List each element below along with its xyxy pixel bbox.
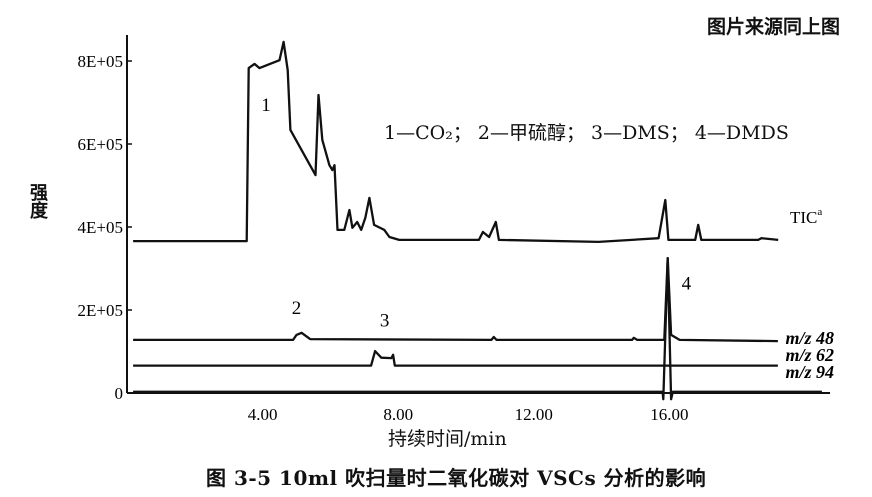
series-label-superscript: a: [817, 206, 822, 218]
x-tick-label: 4.00: [248, 405, 278, 424]
y-tick-label: 8E+05: [78, 52, 123, 71]
series-label-tic: TICa: [790, 206, 822, 227]
source-note: 图片来源同上图: [706, 16, 840, 38]
mz94-trace: [133, 256, 822, 401]
mz48-trace: [133, 256, 778, 343]
mz62-trace: [133, 349, 778, 367]
y-axis-label: 强度: [27, 183, 48, 219]
x-tick-label: 12.00: [515, 405, 553, 424]
figure-caption: 图 3-5 10ml 吹扫量时二氧化碳对 VSCs 分析的影响: [206, 466, 707, 490]
y-tick-label: 6E+05: [78, 135, 123, 154]
y-tick-label: 2E+05: [78, 301, 123, 320]
series-label-mz94: m/z 94: [785, 362, 834, 382]
peak-label-4: 4: [682, 273, 692, 294]
peak-label-2: 2: [292, 298, 302, 319]
y-tick-label: 0: [115, 384, 124, 403]
x-tick-label: 16.00: [650, 405, 688, 424]
peak-label-1: 1: [261, 95, 271, 116]
x-axis-label: 持续时间/min: [388, 428, 507, 450]
x-tick-label: 8.00: [383, 405, 413, 424]
peak-label-3: 3: [380, 311, 390, 332]
series-label-mz48: m/z 48: [785, 328, 834, 348]
series-label-mz62: m/z 62: [785, 345, 834, 365]
y-tick-label: 4E+05: [78, 218, 123, 237]
tic-trace: [133, 40, 779, 244]
peak-legend: 1—CO₂； 2—甲硫醇； 3—DMS； 4—DMDS: [384, 122, 789, 144]
